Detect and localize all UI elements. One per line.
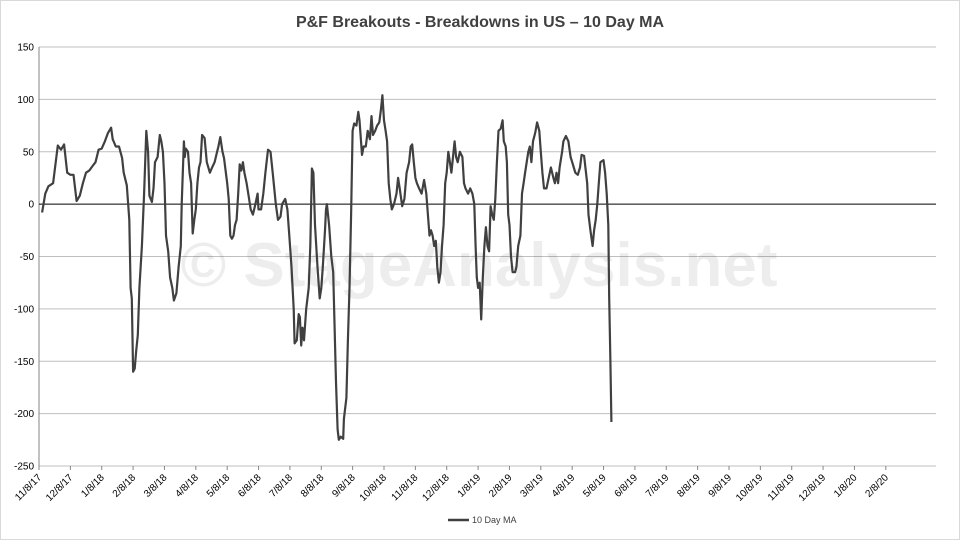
- x-tick-label: 9/8/18: [330, 472, 358, 500]
- y-tick-label: -150: [14, 357, 34, 368]
- x-tick-label: 8/8/18: [299, 472, 327, 500]
- x-tick-label: 6/8/19: [613, 472, 641, 500]
- x-axis-tick-labels: 11/8/17 12/8/17 1/8/18 2/8/18 3/8/18 4/8/18 5/…: [13, 472, 891, 504]
- x-tick-label: 10/8/19: [734, 472, 766, 504]
- legend: 10 Day MA: [448, 515, 517, 525]
- x-tick-label: 7/8/18: [268, 472, 296, 500]
- y-tick-label: 0: [28, 200, 34, 211]
- x-tick-label: 12/8/18: [420, 472, 452, 504]
- y-tick-label: -200: [14, 409, 34, 420]
- y-tick-label: -100: [14, 304, 34, 315]
- y-tick-label: -50: [20, 252, 35, 263]
- y-tick-label: 100: [17, 95, 34, 106]
- x-tick-label: 1/8/18: [79, 472, 107, 500]
- x-tick-label: 5/8/19: [581, 472, 609, 500]
- x-tick-label: 2/8/20: [863, 472, 891, 500]
- x-tick-label: 11/8/18: [390, 472, 421, 503]
- x-tick-label: 11/8/19: [766, 472, 797, 503]
- x-tick-label: 11/8/17: [13, 472, 44, 503]
- x-tick-label: 7/8/19: [644, 472, 672, 500]
- y-tick-label: 150: [17, 43, 34, 54]
- y-tick-label: -250: [14, 462, 34, 473]
- x-tick-label: 5/8/18: [205, 472, 233, 500]
- x-tick-label: 1/8/19: [456, 472, 484, 500]
- x-tick-label: 8/8/19: [675, 472, 703, 500]
- x-tick-label: 4/8/19: [550, 472, 578, 500]
- series-layer: [41, 94, 613, 441]
- series-line-10-day-ma: [41, 94, 613, 441]
- x-tick-label: 2/8/18: [111, 472, 139, 500]
- x-tick-label: 4/8/18: [173, 472, 201, 500]
- y-axis-tick-labels: 150 100 50 0 -50 -100 -150 -200 -250: [14, 43, 34, 473]
- x-tick-label: 12/8/17: [44, 472, 76, 504]
- chart-title: P&F Breakouts - Breakdowns in US – 10 Da…: [296, 14, 665, 31]
- axes: [38, 47, 936, 470]
- x-tick-label: 3/8/18: [142, 472, 170, 500]
- y-tick-label: 50: [23, 147, 35, 158]
- x-tick-label: 3/8/19: [518, 472, 546, 500]
- x-tick-label: 6/8/18: [236, 472, 264, 500]
- x-tick-label: 10/8/18: [358, 472, 390, 504]
- x-tick-label: 12/8/19: [797, 472, 829, 504]
- x-tick-label: 1/8/20: [832, 472, 860, 500]
- x-tick-label: 2/8/19: [487, 472, 515, 500]
- legend-label-10-day-ma: 10 Day MA: [472, 515, 517, 525]
- x-tick-label: 9/8/19: [707, 472, 735, 500]
